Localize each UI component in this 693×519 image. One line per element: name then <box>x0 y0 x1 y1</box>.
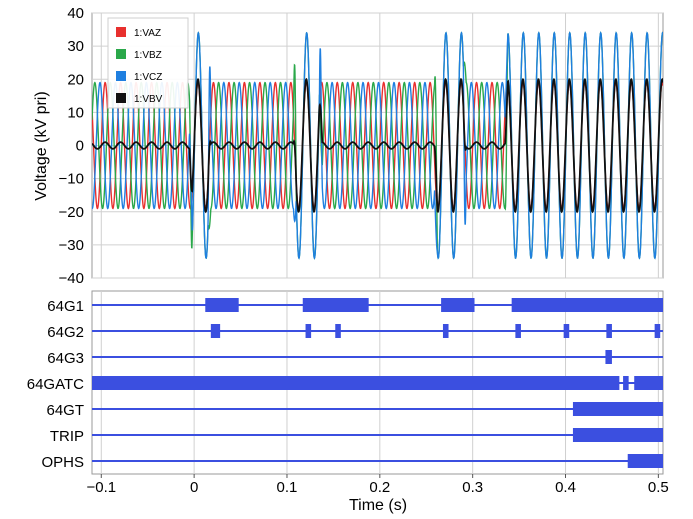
voltage-y-ticks: 40 30 20 10 0 −10 −20 −30 −40 <box>59 5 84 287</box>
voltage-panel: 40 30 20 10 0 −10 −20 −30 −40 Voltage (kV pri) 1… <box>33 5 664 287</box>
legend-label: 1:VBV <box>134 94 163 105</box>
y-tick-label: −40 <box>59 270 84 287</box>
x-tick-label: 0.3 <box>462 479 483 496</box>
signal-asserted-bar <box>605 350 612 364</box>
x-tick-label: 0.2 <box>369 479 390 496</box>
signal-asserted-bar <box>442 324 449 338</box>
legend-label: 1:VAZ <box>134 28 161 39</box>
signal-label: OPHS <box>41 454 84 471</box>
signal-asserted-bar <box>305 324 312 338</box>
y-tick-label: −30 <box>59 237 84 254</box>
signal-asserted-bar <box>515 324 521 338</box>
signal-asserted-bar <box>654 324 661 338</box>
signal-asserted-bar <box>634 376 663 390</box>
series-line-1-vcz <box>92 31 663 260</box>
y-axis-label: Voltage (kV pri) <box>33 91 50 200</box>
signal-label: 64G3 <box>47 350 84 367</box>
digital-signals: 64G1 64G2 64G3 64GATC 64GT TRIP OPHS <box>27 298 663 471</box>
series-line-1-vbv <box>92 77 663 214</box>
signal-label: 64GT <box>46 402 84 419</box>
signal-asserted-bar <box>606 324 612 338</box>
signal-asserted-bar <box>572 402 663 416</box>
signal-label: 64G2 <box>47 324 84 341</box>
digital-panel: 64G1 64G2 64G3 64GATC 64GT TRIP OPHS −0.1 0 0.1 0… <box>27 290 669 514</box>
x-tick-label: 0.4 <box>555 479 576 496</box>
signal-asserted-bar <box>205 298 239 312</box>
signal-asserted-bar <box>335 324 341 338</box>
legend-swatch <box>116 49 126 59</box>
x-axis-label: Time (s) <box>349 497 407 514</box>
signal-asserted-bar <box>511 298 663 312</box>
legend-label: 1:VCZ <box>134 72 162 83</box>
time-x-ticks: −0.1 0 0.1 0.2 0.3 0.4 0.5 <box>86 474 669 496</box>
signal-label: TRIP <box>50 428 84 445</box>
signal-asserted-bar <box>623 376 629 390</box>
x-tick-label: −0.1 <box>86 479 116 496</box>
x-tick-label: 0.1 <box>277 479 298 496</box>
y-tick-label: 30 <box>67 38 84 55</box>
signal-asserted-bar <box>563 324 570 338</box>
legend-label: 1:VBZ <box>134 50 162 61</box>
y-tick-label: 10 <box>67 104 84 121</box>
y-tick-label: 20 <box>67 71 84 88</box>
x-tick-label: 0 <box>190 479 198 496</box>
signal-asserted-bar <box>210 324 221 338</box>
y-tick-label: 0 <box>76 138 84 155</box>
x-tick-label: 0.5 <box>648 479 669 496</box>
signal-asserted-bar <box>302 298 369 312</box>
legend-swatch <box>116 27 126 37</box>
legend-swatch <box>116 93 126 103</box>
signal-asserted-bar <box>441 298 475 312</box>
signal-label: 64G1 <box>47 298 84 315</box>
signal-asserted-bar <box>92 376 620 390</box>
signal-asserted-bar <box>572 428 663 442</box>
y-tick-label: 40 <box>67 5 84 22</box>
y-tick-label: −20 <box>59 204 84 221</box>
y-tick-label: −10 <box>59 171 84 188</box>
legend: 1:VAZ 1:VBZ 1:VCZ 1:VBV <box>107 17 189 109</box>
signal-label: 64GATC <box>27 376 84 393</box>
legend-swatch <box>116 71 126 81</box>
signal-asserted-bar <box>627 454 663 468</box>
